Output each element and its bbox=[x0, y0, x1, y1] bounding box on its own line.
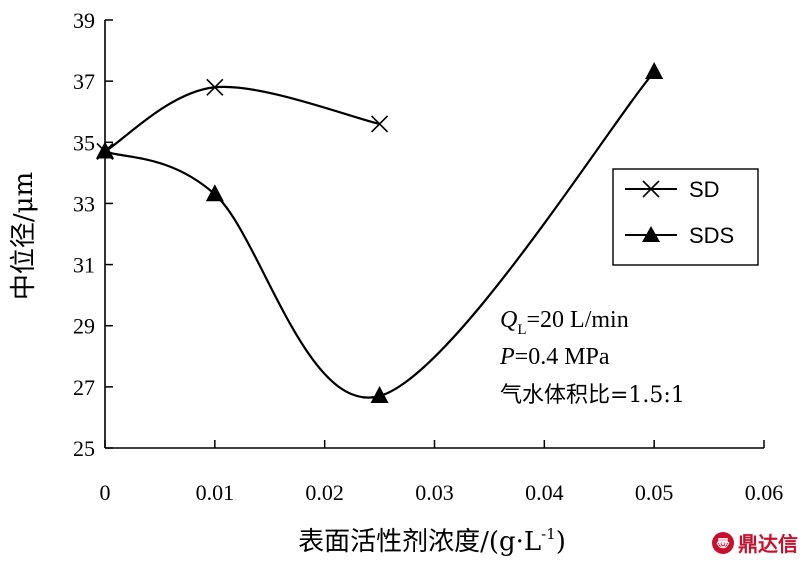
x-tick-label-6: 0.06 bbox=[745, 480, 784, 505]
point-sds-3 bbox=[645, 61, 664, 79]
x-tick-label-0: 0 bbox=[100, 480, 111, 505]
annotation-q-subscript: L bbox=[517, 322, 526, 338]
series-line-sds bbox=[104, 71, 656, 399]
point-sd-2 bbox=[371, 115, 389, 133]
annotation-p-value: =0.4 MPa bbox=[515, 344, 610, 370]
x-axis-title-close: ) bbox=[556, 527, 566, 557]
annotation-flow: QL=20 L/min bbox=[500, 307, 629, 338]
y-tick-label-31: 31 bbox=[73, 253, 95, 278]
x-tick-label-2: 0.02 bbox=[305, 480, 344, 505]
y-tick-label-37: 37 bbox=[73, 69, 95, 94]
legend-label-sd: SD bbox=[689, 177, 720, 202]
series-sd bbox=[96, 78, 389, 161]
annotation-block: QL=20 L/min P=0.4 MPa 气水体积比=1.5:1 bbox=[499, 307, 685, 408]
legend-box bbox=[612, 168, 759, 266]
watermark-text: 鼎达信 bbox=[738, 532, 798, 556]
annotation-pressure: P=0.4 MPa bbox=[499, 344, 610, 370]
point-sds-1 bbox=[205, 184, 224, 202]
x-axis-title: 表面活性剂浓度/(g·L-1) bbox=[298, 525, 566, 557]
annotation-q-value: =20 L/min bbox=[527, 307, 629, 333]
annotation-p-symbol: P bbox=[499, 344, 515, 370]
legend-marker-sd bbox=[642, 180, 660, 198]
x-tick-label-3: 0.03 bbox=[415, 480, 454, 505]
annotation-q-symbol: Q bbox=[500, 307, 517, 333]
x-axis-title-sup: -1 bbox=[541, 525, 556, 543]
y-tick-label-33: 33 bbox=[73, 191, 95, 216]
legend-item-sds: SDS bbox=[625, 223, 734, 248]
watermark-logo-icon: 〠 bbox=[712, 531, 734, 554]
x-tick-label-1: 0.01 bbox=[196, 480, 235, 505]
series-line-sd bbox=[104, 85, 380, 153]
y-axis-ticks: 25 27 29 31 33 35 37 39 bbox=[73, 8, 113, 461]
x-tick-label-4: 0.04 bbox=[525, 480, 564, 505]
legend: SD SDS bbox=[612, 168, 759, 266]
y-tick-label-25: 25 bbox=[73, 436, 95, 461]
y-tick-label-27: 27 bbox=[73, 375, 95, 400]
watermark: 〠 鼎达信 bbox=[712, 528, 798, 557]
x-axis-ticks: 0 0.01 0.02 0.03 0.04 0.05 0.06 bbox=[100, 440, 784, 505]
legend-marker-sds bbox=[642, 226, 660, 242]
x-axis-title-main: 表面活性剂浓度/(g·L bbox=[298, 527, 541, 557]
y-tick-label-39: 39 bbox=[73, 8, 95, 33]
legend-label-sds: SDS bbox=[689, 223, 734, 248]
point-sd-1 bbox=[206, 78, 224, 96]
point-sds-2 bbox=[370, 386, 389, 404]
x-tick-label-5: 0.05 bbox=[635, 480, 674, 505]
y-axis-title: 中位径/μm bbox=[9, 172, 39, 300]
y-tick-label-35: 35 bbox=[73, 130, 95, 155]
legend-item-sd: SD bbox=[625, 177, 720, 202]
y-tick-label-29: 29 bbox=[73, 314, 95, 339]
annotation-ratio: 气水体积比=1.5:1 bbox=[500, 383, 685, 408]
